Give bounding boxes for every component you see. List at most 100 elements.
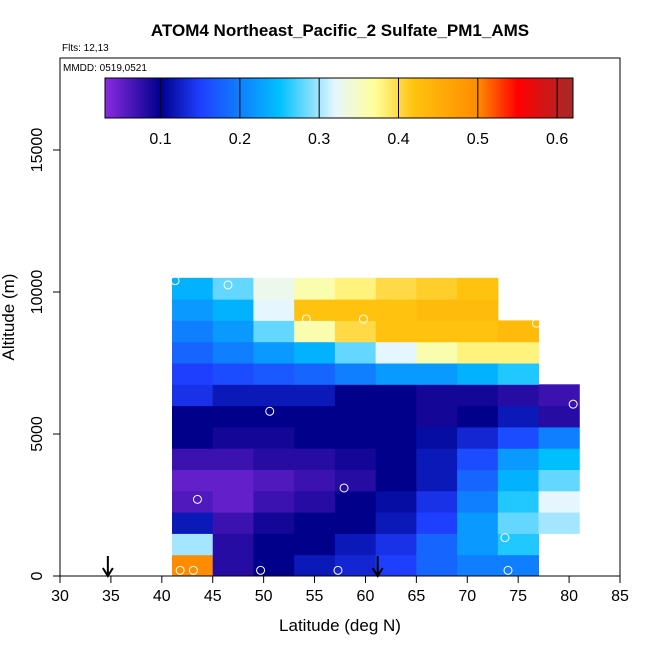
flights: Flts: 12,13 xyxy=(62,43,109,54)
heat-cell xyxy=(375,469,417,492)
sample-point xyxy=(532,318,542,328)
heat-cell xyxy=(416,277,458,300)
heat-cell xyxy=(212,384,254,407)
heat-cell xyxy=(334,554,377,577)
heat-cell xyxy=(375,320,417,343)
x-tick-label: 40 xyxy=(153,588,171,605)
heat-cell xyxy=(253,469,295,492)
x-tick-label: 65 xyxy=(407,588,425,605)
heat-cell xyxy=(212,490,254,513)
heat-cell xyxy=(497,490,540,513)
heat-cell xyxy=(334,405,377,428)
heat-cell xyxy=(416,384,458,407)
heat-cell xyxy=(172,533,214,556)
dates: MMDD: 0519,0521 xyxy=(63,63,147,74)
heat-cell xyxy=(538,426,580,449)
heat-cell xyxy=(416,405,458,428)
heat-cell xyxy=(172,299,214,321)
heat-cell xyxy=(334,533,377,556)
heat-cell xyxy=(294,320,336,343)
heat-cell xyxy=(253,384,295,407)
heat-cell xyxy=(375,426,417,449)
x-tick-label: 55 xyxy=(306,588,324,605)
heat-cell xyxy=(416,363,458,385)
heat-cell xyxy=(375,299,417,321)
heat-cell xyxy=(497,512,540,534)
heat-cell xyxy=(294,277,336,300)
x-axis-label: Latitude (deg N) xyxy=(279,616,401,635)
sample-point xyxy=(175,565,185,575)
heat-cell xyxy=(253,533,295,556)
y-tick-label: 10000 xyxy=(29,270,46,315)
x-tick-label: 60 xyxy=(357,588,375,605)
heat-cell xyxy=(416,554,458,577)
heat-cell xyxy=(457,341,499,364)
heat-cell xyxy=(212,533,254,556)
heat-cell xyxy=(457,490,499,513)
heat-cell xyxy=(538,512,580,534)
heat-cell xyxy=(497,554,540,577)
heat-cell xyxy=(497,363,540,385)
sample-point xyxy=(170,276,180,286)
x-tick-label: 85 xyxy=(611,588,629,605)
heat-cell xyxy=(294,299,336,321)
heat-cell xyxy=(416,469,458,492)
heat-cell xyxy=(212,341,254,364)
colorbar-tick-label: 0.6 xyxy=(546,131,568,148)
heat-cell xyxy=(457,320,499,343)
heat-cell xyxy=(538,469,580,492)
arrow xyxy=(102,556,114,578)
colorbar-tick-label: 0.5 xyxy=(467,131,489,148)
heat-cell xyxy=(253,363,295,385)
heat-cell xyxy=(212,426,254,449)
heat-cell xyxy=(457,299,499,321)
heat-cell xyxy=(334,384,377,407)
heat-cell xyxy=(253,341,295,364)
heat-cell xyxy=(375,341,417,364)
heat-cell xyxy=(416,299,458,321)
heat-cell xyxy=(334,341,377,364)
heat-cell xyxy=(375,405,417,428)
plot-frame xyxy=(59,57,621,577)
colorbar xyxy=(104,77,574,119)
heat-cell xyxy=(172,426,214,449)
heat-cell xyxy=(294,490,336,513)
heat-cell xyxy=(172,490,214,513)
heat-cell xyxy=(334,363,377,385)
colorbar-tick-label: 0.4 xyxy=(387,131,409,148)
heat-cell xyxy=(457,512,499,534)
heat-cell xyxy=(497,341,540,364)
heat-cell xyxy=(172,384,214,407)
y-tick-label: 5000 xyxy=(29,416,46,452)
heat-cell xyxy=(212,299,254,321)
chart-title: ATOM4 Northeast_Pacific_2 Sulfate_PM1_AM… xyxy=(151,21,529,40)
sample-point xyxy=(301,314,311,324)
heat-cell xyxy=(294,384,336,407)
heat-cell xyxy=(375,512,417,534)
heat-cell xyxy=(253,426,295,449)
heat-cell xyxy=(416,512,458,534)
heat-cell xyxy=(416,426,458,449)
y-axis-label: Altitude (m) xyxy=(0,274,18,361)
heat-cell xyxy=(416,448,458,471)
y-tick-label: 15000 xyxy=(29,128,46,173)
colorbar-tick-label: 0.1 xyxy=(149,131,171,148)
heat-cell xyxy=(294,554,336,577)
sample-point xyxy=(358,314,368,324)
heat-cell xyxy=(497,448,540,471)
sample-point xyxy=(265,406,275,416)
heat-cell xyxy=(294,341,336,364)
y-tick-label: 0 xyxy=(29,571,46,580)
heat-cell xyxy=(538,490,580,513)
heat-cell xyxy=(294,363,336,385)
heat-cell xyxy=(212,405,254,428)
heat-cell xyxy=(172,554,214,577)
heat-cell xyxy=(416,320,458,343)
heat-cell xyxy=(457,277,499,300)
heat-cell xyxy=(457,448,499,471)
heat-cell xyxy=(497,384,540,407)
heat-cell xyxy=(375,448,417,471)
heat-cell xyxy=(172,405,214,428)
heat-cell xyxy=(294,512,336,534)
